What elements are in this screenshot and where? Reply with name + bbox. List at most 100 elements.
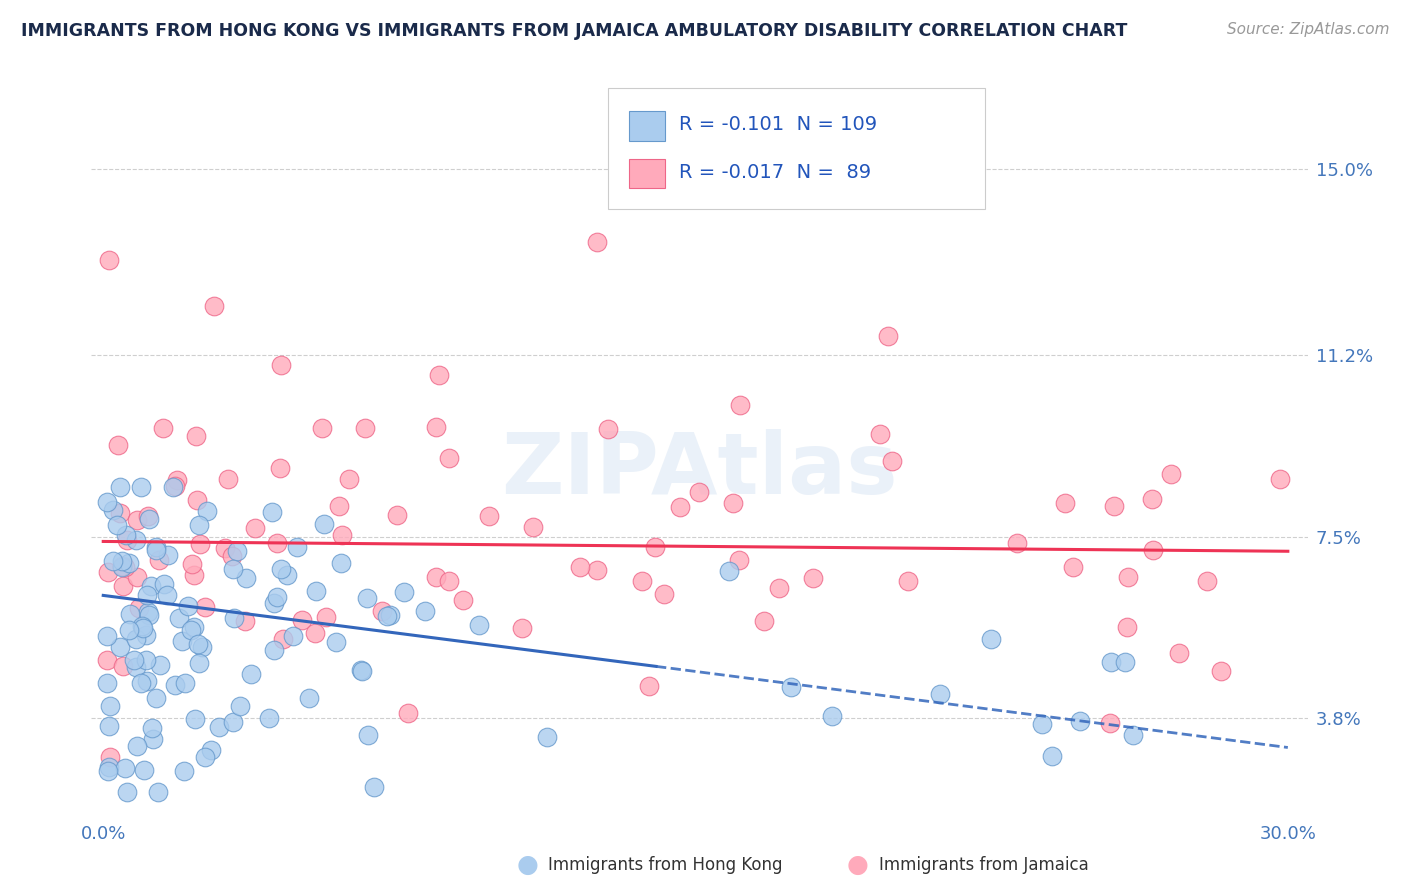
Point <box>162 480 184 494</box>
Point <box>180 624 202 638</box>
Point <box>304 625 326 640</box>
Point <box>392 585 415 599</box>
Point <box>97 764 120 778</box>
Point <box>188 518 211 533</box>
Point <box>188 656 211 670</box>
Point <box>718 564 741 578</box>
Point <box>354 420 377 434</box>
Point <box>801 571 824 585</box>
Point <box>510 621 533 635</box>
Point <box>468 618 491 632</box>
Point <box>103 554 125 568</box>
Point <box>298 690 321 705</box>
Point <box>283 629 305 643</box>
Point <box>1040 748 1063 763</box>
Point <box>1069 714 1091 728</box>
Point <box>263 596 285 610</box>
Text: Immigrants from Jamaica: Immigrants from Jamaica <box>879 856 1088 874</box>
Point <box>270 562 292 576</box>
Point <box>266 590 288 604</box>
Point <box>118 556 141 570</box>
Point <box>478 509 501 524</box>
Point <box>585 235 607 249</box>
Point <box>425 420 447 434</box>
Point <box>145 542 167 557</box>
Point <box>97 760 120 774</box>
Point <box>98 253 121 268</box>
Point <box>1099 715 1122 730</box>
Point <box>96 653 118 667</box>
Point <box>135 673 157 688</box>
Point <box>108 480 131 494</box>
Point <box>194 599 217 614</box>
Point <box>311 421 333 435</box>
Point <box>183 712 205 726</box>
Point <box>111 558 134 573</box>
Point <box>117 785 139 799</box>
Point <box>221 714 243 729</box>
Point <box>522 520 544 534</box>
Point <box>330 556 353 570</box>
Text: Immigrants from Hong Kong: Immigrants from Hong Kong <box>548 856 783 874</box>
Point <box>131 618 153 632</box>
Point <box>128 600 150 615</box>
Point <box>869 427 891 442</box>
Point <box>107 438 129 452</box>
Point <box>98 750 121 764</box>
Point <box>138 512 160 526</box>
Point <box>127 570 149 584</box>
Bar <box>628 112 665 141</box>
Point <box>157 548 180 562</box>
Point <box>96 676 118 690</box>
Point <box>186 493 208 508</box>
Point <box>152 577 174 591</box>
Point <box>260 505 283 519</box>
Point <box>1122 728 1144 742</box>
Point <box>228 698 250 713</box>
Point <box>363 780 385 795</box>
Point <box>415 604 437 618</box>
Point <box>688 485 710 500</box>
Point <box>239 667 262 681</box>
Text: R = -0.101  N = 109: R = -0.101 N = 109 <box>679 115 877 134</box>
Point <box>1268 472 1291 486</box>
Point <box>257 711 280 725</box>
Point <box>132 621 155 635</box>
Text: ●: ● <box>846 854 869 877</box>
Point <box>141 721 163 735</box>
Point <box>129 480 152 494</box>
Point <box>1209 665 1232 679</box>
Point <box>350 663 373 677</box>
Point <box>305 584 328 599</box>
Point <box>108 507 131 521</box>
Point <box>131 675 153 690</box>
Point <box>134 763 156 777</box>
Point <box>325 635 347 649</box>
Point <box>217 471 239 485</box>
Point <box>569 560 592 574</box>
Point <box>291 613 314 627</box>
Point <box>141 579 163 593</box>
Point <box>136 606 159 620</box>
Point <box>352 665 374 679</box>
Point <box>266 535 288 549</box>
Point <box>163 479 186 493</box>
Point <box>880 454 903 468</box>
Point <box>1099 655 1122 669</box>
Point <box>821 709 844 723</box>
Point <box>115 528 138 542</box>
Point <box>385 508 408 523</box>
Point <box>721 496 744 510</box>
Point <box>138 607 160 622</box>
Point <box>127 513 149 527</box>
Point <box>1053 496 1076 510</box>
Point <box>222 562 245 576</box>
Text: R = -0.017  N =  89: R = -0.017 N = 89 <box>679 162 870 182</box>
Text: Source: ZipAtlas.com: Source: ZipAtlas.com <box>1226 22 1389 37</box>
Point <box>437 574 460 588</box>
Point <box>202 299 225 313</box>
Point <box>226 544 249 558</box>
Point <box>929 687 952 701</box>
Point <box>156 588 179 602</box>
Point <box>638 679 661 693</box>
